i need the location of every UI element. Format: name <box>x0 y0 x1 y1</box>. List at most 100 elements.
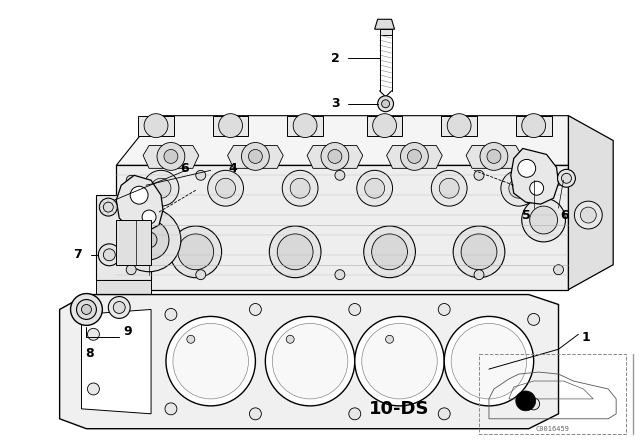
Circle shape <box>365 178 385 198</box>
Circle shape <box>269 226 321 278</box>
Circle shape <box>522 198 566 242</box>
Circle shape <box>108 297 130 319</box>
Circle shape <box>178 234 214 270</box>
Circle shape <box>349 303 361 315</box>
Polygon shape <box>212 116 248 136</box>
Bar <box>97 280 151 297</box>
Text: 7: 7 <box>73 248 81 261</box>
Circle shape <box>151 178 171 198</box>
Circle shape <box>143 170 179 206</box>
Circle shape <box>164 150 178 164</box>
Circle shape <box>196 170 205 180</box>
Circle shape <box>70 293 102 325</box>
Circle shape <box>501 170 537 206</box>
Circle shape <box>401 142 428 170</box>
Circle shape <box>516 391 536 411</box>
Circle shape <box>438 303 450 315</box>
Circle shape <box>117 208 181 271</box>
Circle shape <box>372 234 408 270</box>
Bar <box>380 29 392 35</box>
Circle shape <box>447 114 471 138</box>
Circle shape <box>99 244 120 266</box>
Circle shape <box>554 175 563 185</box>
Polygon shape <box>516 116 552 136</box>
Circle shape <box>103 249 115 261</box>
Polygon shape <box>374 19 394 29</box>
Circle shape <box>173 323 248 399</box>
Polygon shape <box>466 146 522 168</box>
Circle shape <box>561 173 572 183</box>
Text: 4: 4 <box>228 162 237 175</box>
Circle shape <box>277 234 313 270</box>
Polygon shape <box>441 116 477 136</box>
Bar <box>116 220 151 265</box>
Text: 9: 9 <box>124 325 132 338</box>
Polygon shape <box>287 116 323 136</box>
Circle shape <box>165 309 177 320</box>
Circle shape <box>321 142 349 170</box>
Polygon shape <box>116 175 163 232</box>
Circle shape <box>378 96 394 112</box>
Circle shape <box>518 159 536 177</box>
Circle shape <box>474 170 484 180</box>
Circle shape <box>293 114 317 138</box>
Polygon shape <box>138 116 174 136</box>
Circle shape <box>528 398 540 410</box>
Circle shape <box>126 175 136 185</box>
Circle shape <box>196 270 205 280</box>
Circle shape <box>356 170 392 206</box>
Circle shape <box>480 142 508 170</box>
Text: 6: 6 <box>561 209 569 222</box>
Circle shape <box>157 142 185 170</box>
Polygon shape <box>116 116 568 165</box>
Circle shape <box>129 220 169 260</box>
Polygon shape <box>81 310 151 414</box>
Circle shape <box>99 198 117 216</box>
Circle shape <box>439 178 459 198</box>
Text: C0016459: C0016459 <box>536 426 570 432</box>
Circle shape <box>530 206 557 234</box>
Polygon shape <box>228 146 284 168</box>
Text: 3: 3 <box>332 97 340 110</box>
Circle shape <box>335 270 345 280</box>
Polygon shape <box>143 146 199 168</box>
Circle shape <box>126 265 136 275</box>
Polygon shape <box>60 294 559 429</box>
Circle shape <box>362 323 437 399</box>
Circle shape <box>165 403 177 415</box>
Circle shape <box>88 383 99 395</box>
Text: 1: 1 <box>581 331 590 344</box>
Circle shape <box>364 226 415 278</box>
Circle shape <box>554 265 563 275</box>
Circle shape <box>509 178 529 198</box>
Circle shape <box>431 170 467 206</box>
Polygon shape <box>367 116 403 136</box>
Circle shape <box>530 181 543 195</box>
Circle shape <box>557 169 575 187</box>
Circle shape <box>474 270 484 280</box>
Text: 2: 2 <box>331 52 340 65</box>
Circle shape <box>130 186 148 204</box>
Circle shape <box>286 335 294 343</box>
Circle shape <box>241 142 269 170</box>
Text: 8: 8 <box>85 347 93 360</box>
Circle shape <box>166 316 255 406</box>
Circle shape <box>144 114 168 138</box>
Circle shape <box>187 335 195 343</box>
Circle shape <box>208 170 243 206</box>
Circle shape <box>219 114 243 138</box>
Circle shape <box>266 316 355 406</box>
Circle shape <box>141 232 157 248</box>
Circle shape <box>250 303 261 315</box>
Circle shape <box>487 150 501 164</box>
Circle shape <box>170 226 221 278</box>
Polygon shape <box>387 146 442 168</box>
Polygon shape <box>511 148 559 204</box>
Circle shape <box>282 170 318 206</box>
Circle shape <box>142 210 156 224</box>
Circle shape <box>88 328 99 340</box>
Circle shape <box>444 316 534 406</box>
Circle shape <box>461 234 497 270</box>
Circle shape <box>381 100 390 108</box>
Circle shape <box>77 300 97 319</box>
